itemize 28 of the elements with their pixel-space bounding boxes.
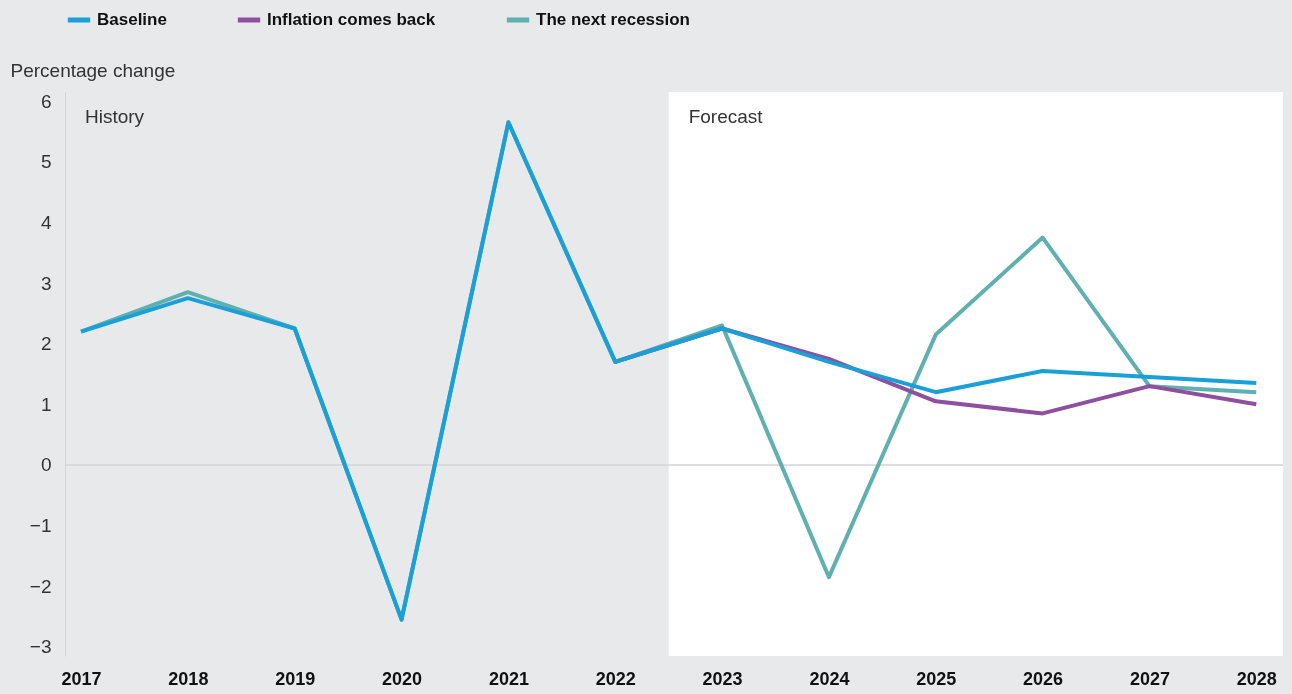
y-tick-label: 6 (40, 90, 52, 112)
y-tick-label: −2 (29, 575, 52, 597)
x-tick-label: 2020 (382, 668, 423, 689)
y-tick-label: −3 (29, 636, 52, 658)
x-tick-label: 2027 (1129, 668, 1170, 689)
legend-label: The next recession (536, 10, 691, 29)
y-tick-label: −1 (29, 515, 52, 537)
band-label: Forecast (688, 106, 764, 127)
x-tick-label: 2026 (1023, 668, 1064, 689)
x-tick-label: 2024 (809, 668, 850, 689)
y-axis-title: Percentage change (10, 59, 176, 81)
y-tick-label: 1 (40, 393, 52, 415)
x-tick-label: 2025 (916, 668, 957, 689)
y-tick-label: 3 (40, 272, 52, 294)
x-tick-label: 2028 (1236, 668, 1277, 689)
y-tick-label: 4 (40, 211, 52, 233)
x-tick-label: 2019 (275, 668, 316, 689)
x-tick-label: 2023 (702, 668, 743, 689)
y-tick-label: 0 (40, 454, 52, 476)
legend-label: Inflation comes back (267, 10, 436, 29)
x-tick-label: 2021 (488, 668, 529, 689)
x-tick-label: 2018 (168, 668, 209, 689)
x-tick-label: 2017 (61, 668, 102, 689)
y-tick-label: 2 (40, 333, 52, 355)
y-tick-label: 5 (40, 151, 52, 173)
x-tick-label: 2022 (595, 668, 636, 689)
annotation: History (85, 106, 145, 127)
legend-label: Baseline (97, 10, 167, 29)
